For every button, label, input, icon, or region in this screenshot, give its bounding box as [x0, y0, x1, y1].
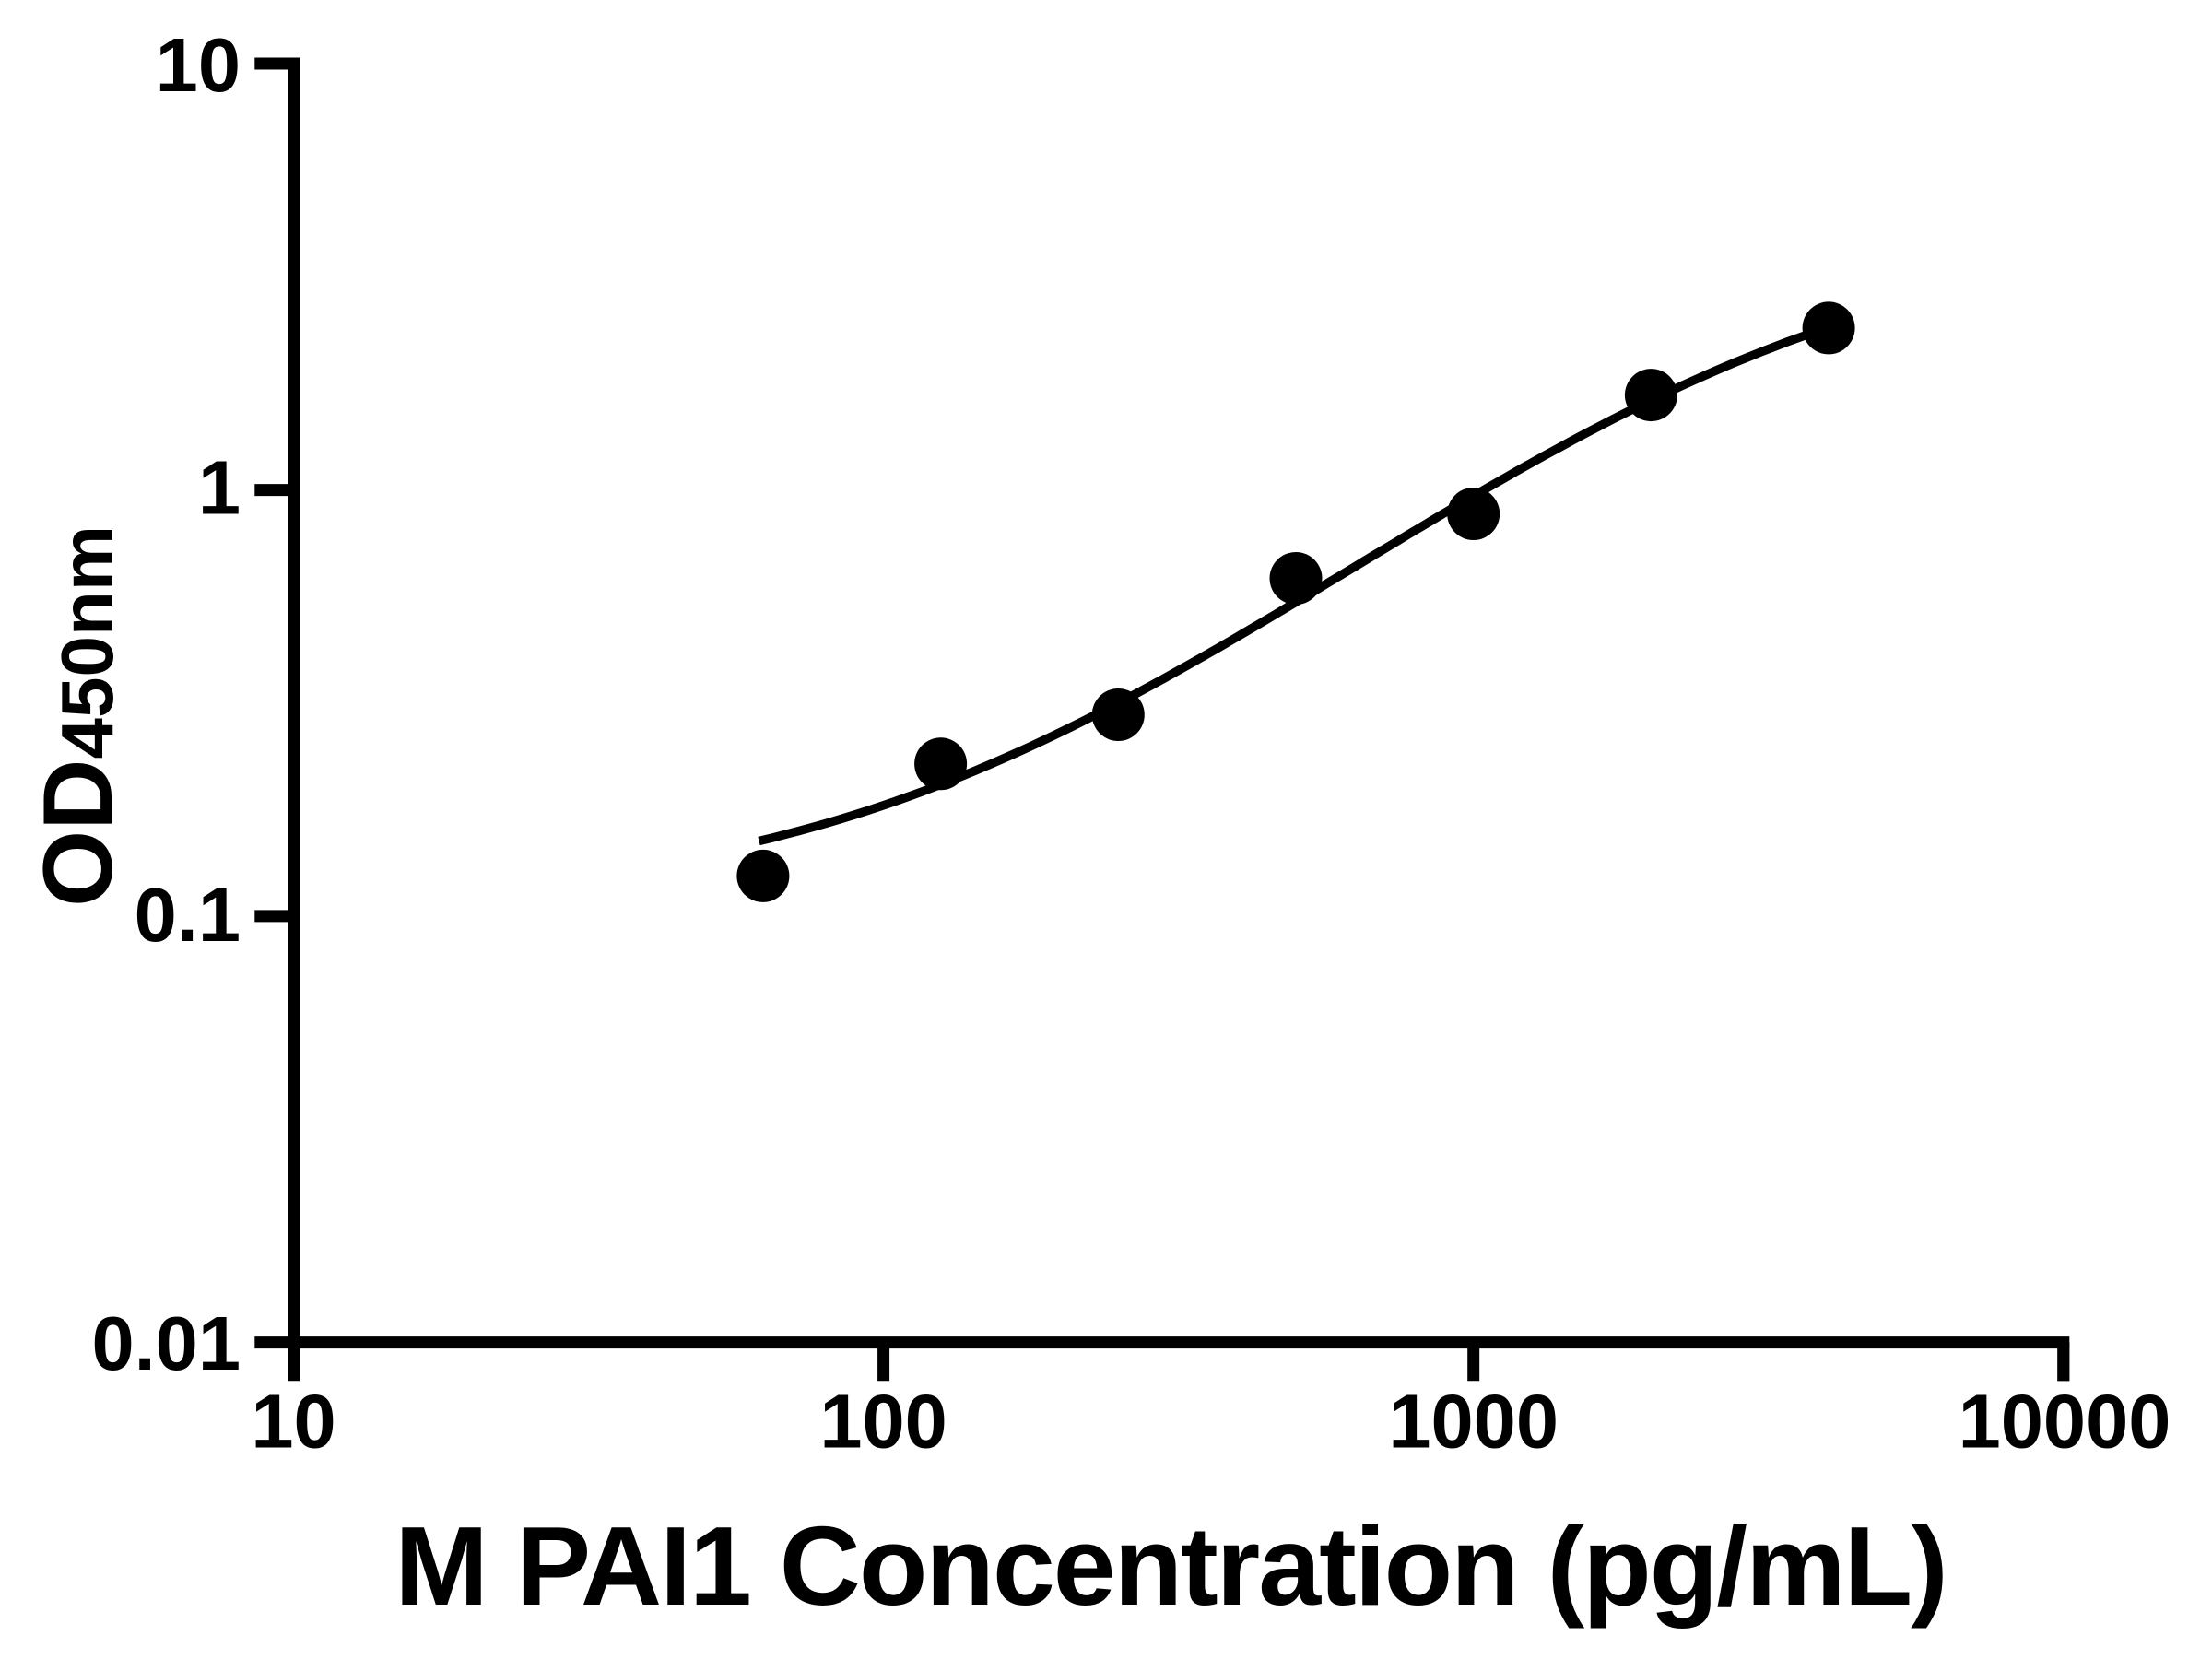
svg-text:M PAI1 Concentration (pg/mL): M PAI1 Concentration (pg/mL) — [394, 1503, 1947, 1629]
svg-text:10: 10 — [251, 1379, 335, 1465]
svg-text:10: 10 — [156, 22, 241, 108]
svg-text:10000: 10000 — [1959, 1379, 2171, 1465]
svg-text:0.01: 0.01 — [91, 1300, 241, 1386]
svg-text:100: 100 — [819, 1379, 947, 1465]
svg-text:1: 1 — [198, 445, 241, 531]
svg-text:1000: 1000 — [1388, 1379, 1559, 1465]
svg-text:0.1: 0.1 — [135, 872, 241, 958]
